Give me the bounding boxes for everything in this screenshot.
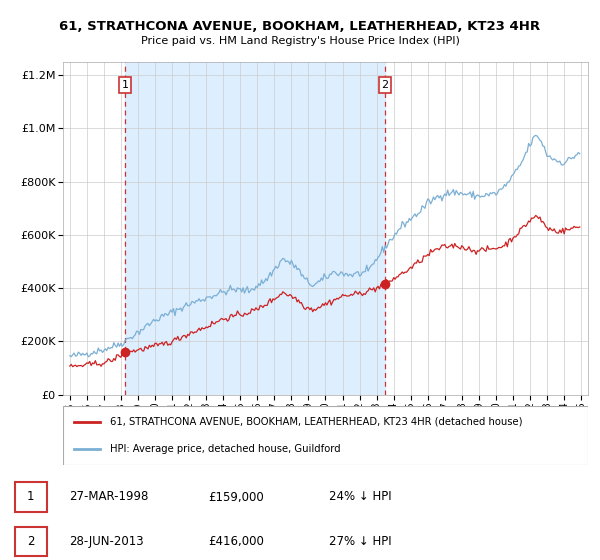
Text: 61, STRATHCONA AVENUE, BOOKHAM, LEATHERHEAD, KT23 4HR (detached house): 61, STRATHCONA AVENUE, BOOKHAM, LEATHERH… <box>110 417 523 427</box>
Text: 61, STRATHCONA AVENUE, BOOKHAM, LEATHERHEAD, KT23 4HR: 61, STRATHCONA AVENUE, BOOKHAM, LEATHERH… <box>59 20 541 32</box>
Text: 2: 2 <box>26 535 34 548</box>
Text: £159,000: £159,000 <box>208 491 263 503</box>
Text: HPI: Average price, detached house, Guildford: HPI: Average price, detached house, Guil… <box>110 444 341 454</box>
Text: 28-JUN-2013: 28-JUN-2013 <box>70 535 144 548</box>
Bar <box>125 62 385 395</box>
Text: 1: 1 <box>121 80 128 90</box>
Text: 1: 1 <box>26 491 34 503</box>
Text: 27% ↓ HPI: 27% ↓ HPI <box>329 535 391 548</box>
Text: Price paid vs. HM Land Registry's House Price Index (HPI): Price paid vs. HM Land Registry's House … <box>140 36 460 46</box>
Text: £416,000: £416,000 <box>208 535 264 548</box>
Text: 27-MAR-1998: 27-MAR-1998 <box>70 491 149 503</box>
Text: 2: 2 <box>382 80 389 90</box>
Bar <box>15 483 47 512</box>
Bar <box>15 528 47 557</box>
Text: 24% ↓ HPI: 24% ↓ HPI <box>329 491 391 503</box>
